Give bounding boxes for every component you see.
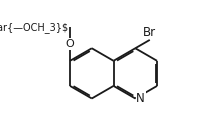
Text: thregular{—OCH_3}$: thregular{—OCH_3}$ (0, 22, 69, 33)
Text: N: N (136, 92, 145, 105)
Text: O: O (66, 39, 74, 49)
Text: Br: Br (143, 26, 156, 39)
